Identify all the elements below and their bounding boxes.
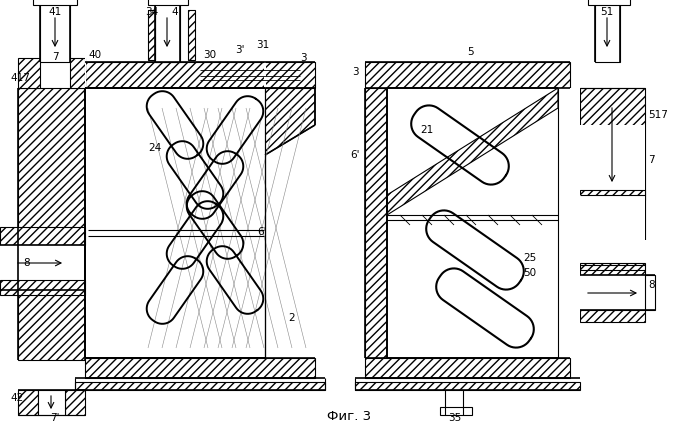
Bar [595, 0, 620, 62]
Text: 7: 7 [52, 52, 58, 62]
Bar [440, 407, 472, 415]
Text: 7': 7' [50, 413, 59, 423]
Text: 21: 21 [420, 125, 433, 135]
Bar [148, 0, 188, 5]
Polygon shape [580, 310, 645, 322]
Bar [85, 357, 265, 358]
Text: 30: 30 [203, 50, 217, 60]
Polygon shape [148, 10, 155, 60]
Polygon shape [580, 260, 645, 275]
Bar [85, 88, 265, 358]
Text: 3: 3 [300, 53, 306, 63]
Text: 6': 6' [350, 150, 360, 160]
Bar [264, 0, 266, 88]
Bar [145, 105, 260, 350]
Text: 8: 8 [648, 280, 655, 290]
Bar [0, 245, 85, 290]
Text: 517: 517 [648, 110, 668, 120]
Polygon shape [365, 62, 570, 88]
Text: 5: 5 [467, 47, 473, 57]
Polygon shape [65, 390, 85, 415]
Bar [155, 0, 180, 62]
Text: 4: 4 [172, 7, 178, 17]
Text: 25: 25 [524, 253, 537, 263]
Polygon shape [387, 88, 558, 215]
Text: 2: 2 [289, 313, 295, 323]
Text: Фиг. 3: Фиг. 3 [327, 409, 371, 423]
Text: 3': 3' [236, 45, 245, 55]
Bar [40, 0, 70, 62]
Polygon shape [580, 263, 645, 275]
Polygon shape [0, 227, 85, 245]
Text: 8: 8 [24, 258, 30, 268]
Bar [387, 88, 580, 358]
Text: 34: 34 [145, 7, 159, 17]
Polygon shape [75, 382, 325, 390]
Polygon shape [265, 88, 315, 155]
Polygon shape [18, 390, 38, 415]
Bar [580, 195, 645, 265]
Text: 24: 24 [148, 143, 161, 153]
Bar [33, 0, 77, 5]
Bar [580, 240, 655, 295]
Text: 41: 41 [48, 7, 62, 17]
Polygon shape [580, 190, 645, 200]
Bar [85, 87, 265, 88]
Bar [85, 0, 86, 88]
Bar [588, 0, 630, 5]
Text: 50: 50 [524, 268, 537, 278]
Polygon shape [18, 88, 85, 360]
Polygon shape [355, 382, 580, 390]
Polygon shape [365, 88, 387, 358]
Text: 40: 40 [89, 50, 101, 60]
Text: 42: 42 [10, 393, 23, 403]
Polygon shape [18, 58, 40, 88]
Text: 51: 51 [600, 7, 614, 17]
Text: 3: 3 [352, 67, 359, 77]
Bar [38, 390, 65, 415]
Bar [580, 275, 645, 295]
Bar [0, 245, 85, 263]
Text: 6': 6' [257, 227, 267, 237]
Polygon shape [85, 358, 315, 378]
Bar [580, 125, 645, 195]
Text: 7: 7 [648, 155, 655, 165]
Polygon shape [365, 358, 570, 378]
Text: 417: 417 [10, 73, 30, 83]
Polygon shape [188, 10, 195, 60]
Text: 35: 35 [448, 413, 461, 423]
Polygon shape [85, 62, 315, 88]
Polygon shape [580, 88, 645, 270]
Text: 31: 31 [257, 40, 270, 50]
Polygon shape [0, 280, 85, 295]
Bar [645, 275, 655, 310]
Polygon shape [70, 58, 85, 88]
